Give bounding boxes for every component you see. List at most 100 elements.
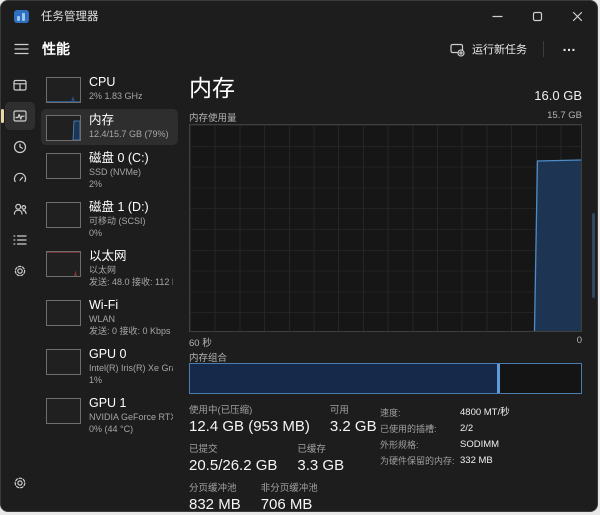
sidebar-item-sub: NVIDIA GeForce RTX [89,412,173,422]
page-title: 性能 [42,41,70,57]
rail-settings-button[interactable] [5,469,35,497]
sidebar-item-gpu0[interactable]: GPU 0 Intel(R) Iris(R) Xe Grap 1% [41,343,178,390]
usage-chart-label: 内存使用量 [189,113,237,124]
stat-value: 832 MB [189,496,241,512]
memory-total-capacity: 16.0 GB [534,88,582,103]
minimize-icon [491,15,503,17]
sidebar-item-sub: 12.4/15.7 GB (79%) [89,129,169,139]
performance-icon [12,110,27,122]
disk0-thumbnail [46,153,81,179]
stat-available: 可用 3.2 GB [330,404,377,436]
sidebar-item-sub2: 2% [89,179,103,189]
sidebar-item-sub: Intel(R) Iris(R) Xe Grap [89,363,173,373]
detail-label: 外形规格: [380,440,419,450]
memory-header: 内存 16.0 GB [189,69,582,103]
close-icon [572,11,582,21]
details-list-icon [12,235,27,245]
sidebar-item-title: 内存 [89,113,115,127]
task-manager-app-icon [14,9,29,23]
sidebar-item-sub2: 0% [89,228,103,238]
run-new-task-button[interactable]: 运行新任务 [442,36,535,62]
sidebar-item-disk1[interactable]: 磁盘 1 (D:) 可移动 (SCSI) 0% [41,196,178,243]
stat-value: 3.2 GB [329,418,377,435]
stat-value: 12.4 GB (953 MB) [189,418,310,435]
stat-label: 非分页缓冲池 [260,483,318,494]
history-clock-icon [13,140,26,154]
users-icon [13,203,27,215]
rail-performance-button[interactable] [1,102,35,130]
rail-processes-button[interactable] [5,71,35,99]
services-gear-icon [14,265,25,277]
page-header: 性能 运行新任务 … [1,31,597,67]
stat-cached: 已缓存 3.3 GB [297,443,344,475]
hamburger-icon [13,43,29,55]
ethernet-thumbnail [46,251,81,277]
detail-label: 已使用的插槽: [380,424,437,434]
memory-thumbnail [46,115,81,141]
sidebar-item-memory[interactable]: 内存 12.4/15.7 GB (79%) [41,109,178,145]
sidebar-item-title: 磁盘 1 (D:) [89,200,149,214]
cpu-thumbnail [46,77,81,103]
sidebar-item-sub: 2% 1.83 GHz [89,91,143,101]
time-axis-right-label: 0 [576,335,582,346]
settings-gear-icon [14,477,25,489]
sidebar-item-sub: WLAN [89,314,116,324]
time-axis-left-label: 60 秒 [189,338,212,349]
rail-services-button[interactable] [5,257,35,285]
wifi-thumbnail [46,300,81,326]
stat-label: 可用 [329,405,349,416]
close-button[interactable] [557,1,597,31]
detail-label: 为硬件保留的内存: [380,456,455,466]
rail-app-history-button[interactable] [5,133,35,161]
sidebar-item-sub: 以太网 [89,265,117,275]
stat-in-use: 使用中(已压缩) 12.4 GB (953 MB) [189,404,310,436]
run-new-task-label: 运行新任务 [472,44,527,56]
sidebar-item-wifi[interactable]: Wi-Fi WLAN 发送: 0 接收: 0 Kbps [41,294,178,341]
run-new-task-icon [450,43,465,57]
stat-label: 使用中(已压缩) [189,405,253,416]
sidebar-item-sub2: 1% [89,375,103,385]
memory-composition-bar[interactable] [189,363,582,394]
sidebar-item-ethernet[interactable]: 以太网 以太网 发送: 48.0 接收: 112 K [41,245,178,292]
maximize-icon [532,11,542,21]
minimize-button[interactable] [477,1,517,31]
sidebar-item-sub2: 0% (44 °C) [89,424,134,434]
window-title: 任务管理器 [41,11,99,23]
maximize-button[interactable] [517,1,557,31]
cpu-mini-graph [47,96,80,102]
sidebar-item-sub: 可移动 (SCSI) [89,216,146,226]
stats-row-2: 已提交 20.5/26.2 GB 已缓存 3.3 GB [189,443,377,475]
memory-stats: 使用中(已压缩) 12.4 GB (953 MB) 可用 3.2 GB 已提交 … [189,404,377,512]
processes-icon [12,79,27,91]
more-options-button[interactable]: … [552,36,587,62]
stat-non-paged-pool: 非分页缓冲池 706 MB [260,482,318,512]
ethernet-mini-graph [47,252,80,276]
stat-committed: 已提交 20.5/26.2 GB [189,443,277,475]
disk1-thumbnail [46,202,81,228]
sidebar-item-title: 磁盘 0 (C:) [89,151,149,165]
stat-label: 分页缓冲池 [189,483,237,494]
sidebar-item-title: 以太网 [89,249,127,263]
window-controls [477,1,597,31]
sidebar-item-disk0[interactable]: 磁盘 0 (C:) SSD (NVMe) 2% [41,147,178,194]
rail-users-button[interactable] [5,195,35,223]
stat-value: 20.5/26.2 GB [189,457,278,474]
nav-menu-button[interactable] [4,34,38,64]
rail-startup-apps-button[interactable] [5,164,35,192]
sidebar-item-gpu1[interactable]: GPU 1 NVIDIA GeForce RTX 0% (44 °C) [41,392,178,439]
scrollbar-thumb[interactable] [592,213,595,298]
sidebar-item-sub2: 发送: 0 接收: 0 Kbps [89,326,171,336]
sidebar-item-title: GPU 0 [89,347,127,361]
detail-value: 332 MB [460,455,493,466]
gpu0-thumbnail [46,349,81,375]
memory-panel: 内存 16.0 GB 内存使用量 15.7 GB 60 秒 0 内存组合 使用 [181,67,597,511]
rail-details-button[interactable] [5,226,35,254]
stat-value: 706 MB [260,496,313,512]
navigation-rail [1,67,38,511]
memory-title: 内存 [189,75,235,101]
header-actions: 运行新任务 … [442,36,587,62]
stats-row-3: 分页缓冲池 832 MB 非分页缓冲池 706 MB [189,482,377,512]
sidebar-item-cpu[interactable]: CPU 2% 1.83 GHz [41,71,178,107]
memory-usage-chart[interactable] [189,124,582,332]
